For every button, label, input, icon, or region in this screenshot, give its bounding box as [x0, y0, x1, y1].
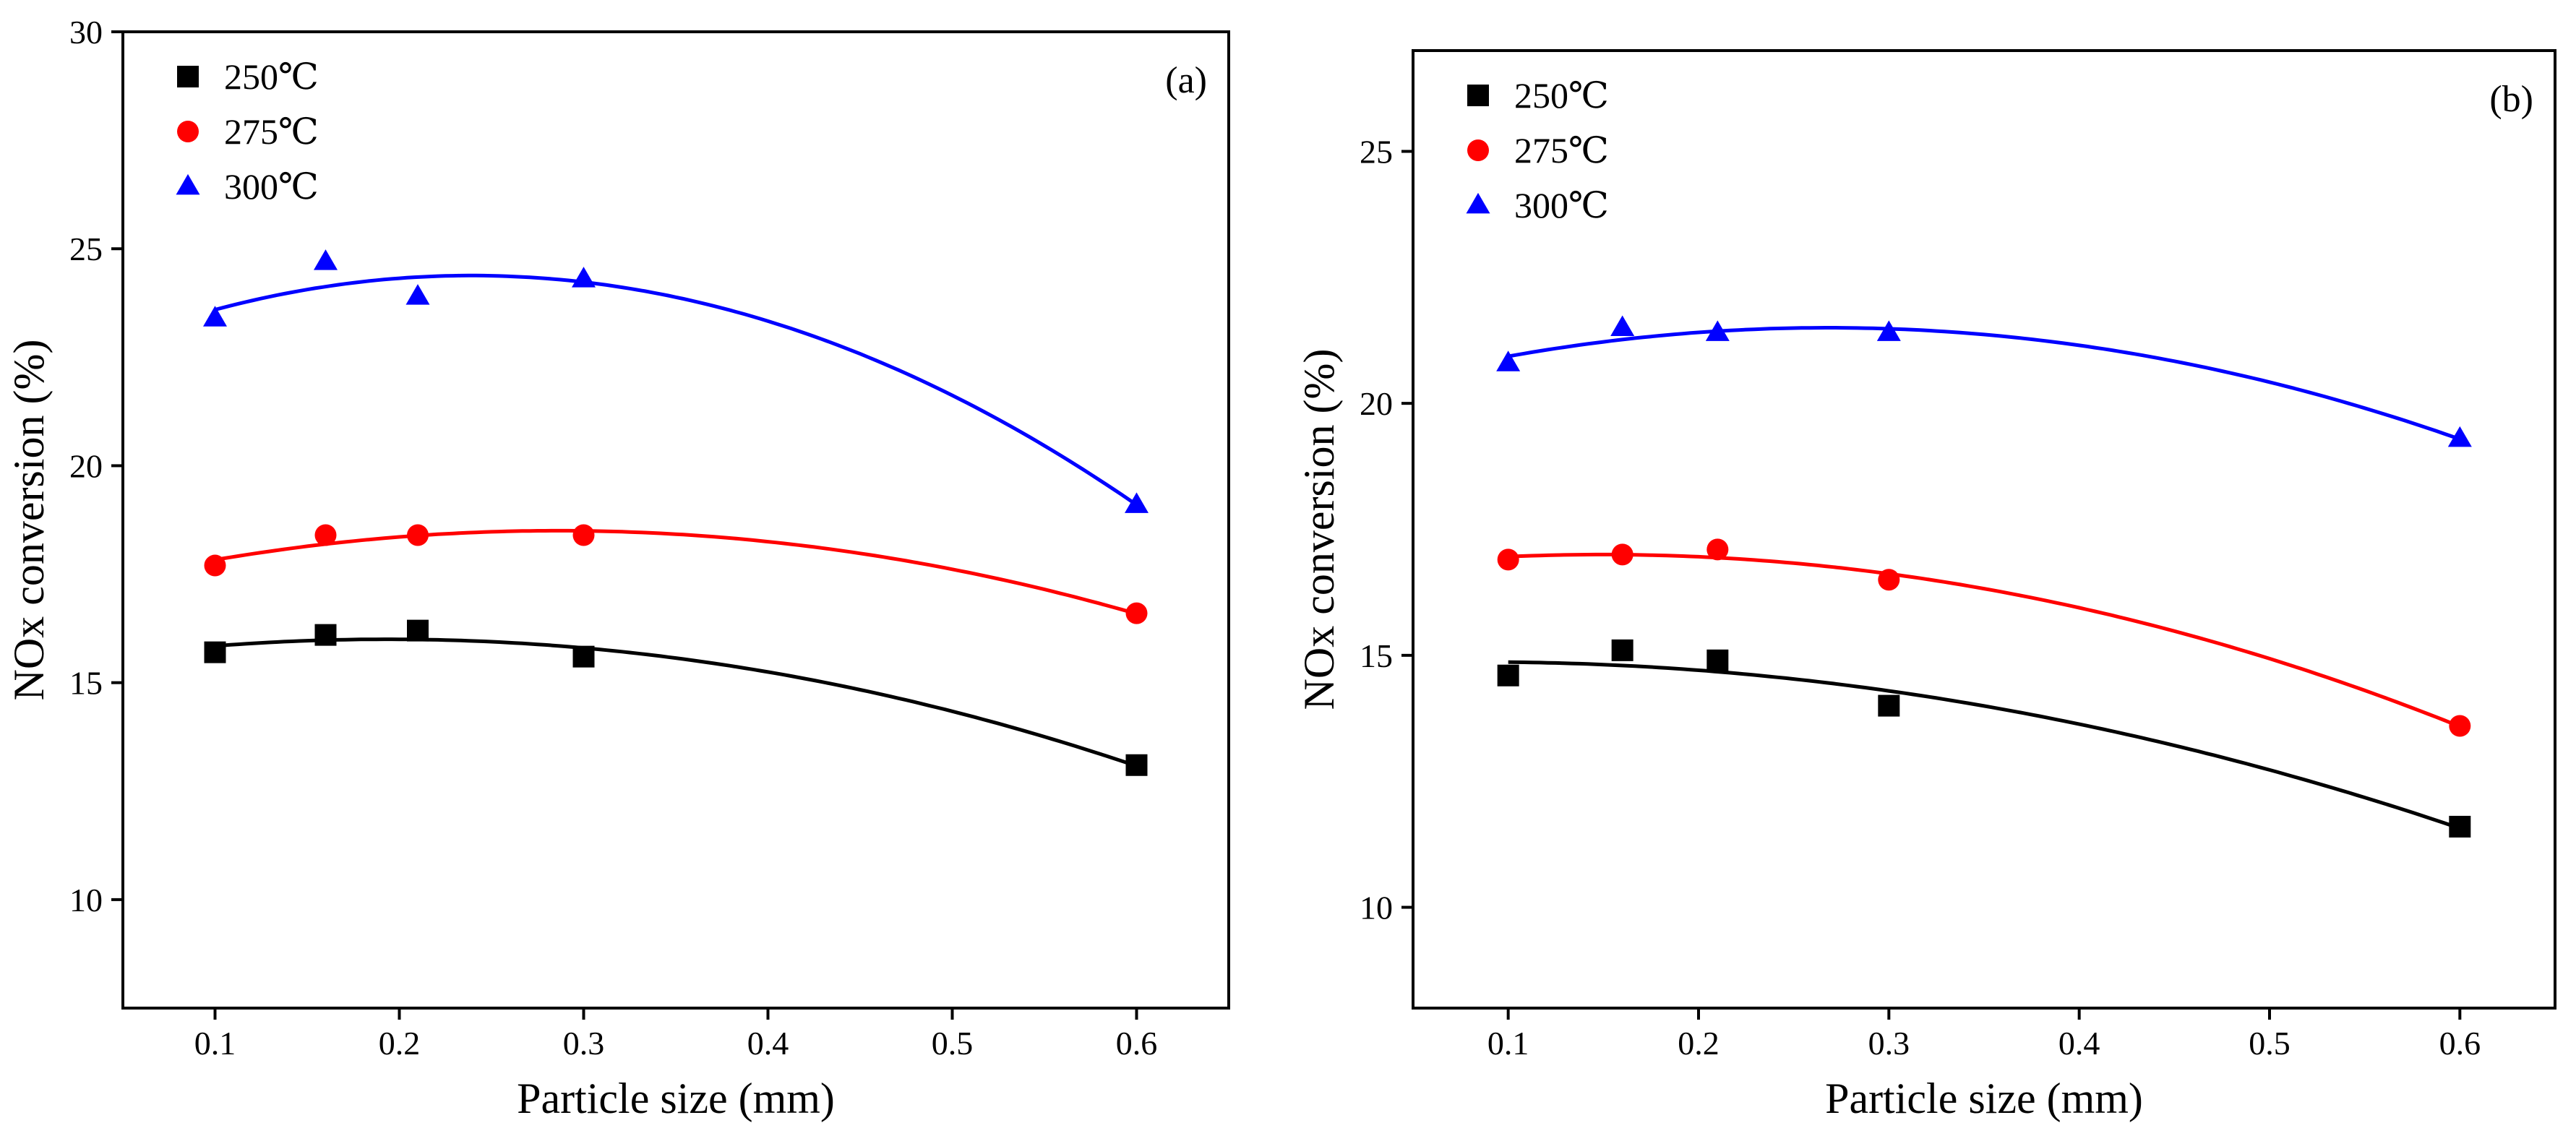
legend-label: 300℃ — [224, 166, 319, 207]
data-point-circle — [314, 524, 337, 546]
x-axis-title: Particle size (mm) — [517, 1075, 835, 1122]
data-point-square — [314, 624, 337, 646]
legend-marker-square — [1467, 85, 1489, 106]
data-point-square — [572, 645, 595, 668]
fit-curve-triangle — [214, 273, 1138, 507]
y-tick-label: 10 — [69, 882, 103, 918]
x-tick-label: 0.6 — [1116, 1025, 1158, 1062]
data-point-circle — [1497, 548, 1519, 571]
data-point-circle — [204, 554, 226, 577]
y-tick-label: 20 — [1360, 385, 1393, 422]
legend-marker-triangle — [1466, 192, 1490, 214]
x-tick-label: 0.4 — [747, 1025, 789, 1062]
data-point-square — [1125, 754, 1148, 776]
x-tick-label: 0.2 — [379, 1025, 421, 1062]
plot-frame — [121, 30, 1230, 1010]
fit-curve-square — [215, 637, 1138, 768]
y-tick-label: 25 — [1360, 133, 1393, 170]
data-point-triangle — [1705, 320, 1730, 341]
x-tick-label: 0.6 — [2439, 1025, 2481, 1062]
legend-marker-triangle — [176, 173, 200, 195]
data-point-square — [1706, 649, 1729, 671]
y-tick-label: 15 — [1360, 637, 1393, 674]
data-point-triangle — [1496, 350, 1521, 371]
y-tick-label: 10 — [1360, 890, 1393, 926]
legend-label: 275℃ — [224, 111, 319, 152]
y-tick-label: 30 — [69, 14, 103, 51]
fit-curve-circle — [1508, 552, 2461, 728]
panel-label: (a) — [1165, 60, 1207, 101]
data-point-circle — [1611, 543, 1633, 566]
x-tick-label: 0.4 — [2058, 1025, 2100, 1062]
data-point-triangle — [203, 306, 227, 327]
data-point-circle — [2449, 715, 2471, 737]
panel-label: (b) — [2489, 79, 2533, 120]
legend-label: 275℃ — [1514, 130, 1609, 171]
legend-label: 250℃ — [224, 56, 319, 97]
x-tick-label: 0.1 — [194, 1025, 236, 1062]
data-point-triangle — [314, 249, 338, 270]
legend-marker-square — [177, 66, 199, 87]
y-tick-label: 20 — [69, 447, 103, 484]
fit-curve-triangle — [1508, 326, 2461, 442]
legend-label: 300℃ — [1514, 185, 1609, 225]
data-point-triangle — [2447, 426, 2472, 447]
data-point-square — [407, 619, 429, 642]
x-tick-label: 0.1 — [1487, 1025, 1529, 1062]
data-point-circle — [1125, 602, 1148, 624]
x-tick-label: 0.5 — [2249, 1025, 2291, 1062]
data-point-triangle — [1610, 315, 1635, 336]
data-point-circle — [407, 524, 429, 546]
x-tick-label: 0.3 — [1868, 1025, 1910, 1062]
data-point-square — [1611, 639, 1633, 661]
data-point-circle — [572, 524, 595, 546]
x-tick-label: 0.2 — [1678, 1025, 1720, 1062]
data-point-triangle — [1125, 492, 1149, 513]
x-tick-label: 0.3 — [563, 1025, 605, 1062]
data-point-square — [1497, 664, 1519, 687]
data-point-square — [2449, 815, 2471, 838]
y-tick-label: 15 — [69, 665, 103, 702]
y-axis-title: NOx conversion (%) — [5, 340, 53, 701]
panel-a: 0.1 0.2 0.3 0.4 0.5 0.6 10 15 20 25 30 Particle siz… — [5, 14, 1230, 1122]
panel-b: 0.1 0.2 0.3 0.4 0.5 0.6 10 15 20 25 Particle size … — [1295, 49, 2556, 1122]
y-axis-title: NOx conversion (%) — [1295, 349, 1343, 710]
data-point-triangle — [572, 267, 596, 288]
plot-frame — [1412, 49, 2556, 1010]
legend-label: 250℃ — [1514, 75, 1609, 116]
legend-marker-circle — [177, 121, 199, 142]
legend-marker-circle — [1467, 139, 1489, 161]
data-point-circle — [1706, 538, 1729, 561]
x-axis-title: Particle size (mm) — [1825, 1075, 2143, 1122]
fit-curve-square — [1508, 660, 2461, 830]
data-point-triangle — [405, 284, 430, 305]
y-tick-label: 25 — [69, 231, 103, 267]
data-point-square — [204, 641, 226, 663]
fit-curve-circle — [215, 528, 1138, 616]
data-point-triangle — [1876, 320, 1901, 341]
data-point-square — [1878, 694, 1900, 717]
x-tick-label: 0.5 — [932, 1025, 974, 1062]
data-point-circle — [1878, 569, 1900, 591]
